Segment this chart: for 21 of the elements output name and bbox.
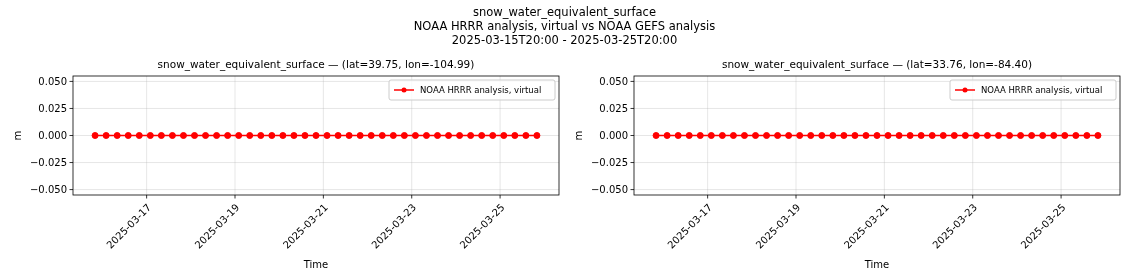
y-tick-label: 0.050 bbox=[599, 75, 628, 87]
y-tick-label: −0.050 bbox=[590, 184, 628, 196]
y-tick-label: 0.000 bbox=[599, 130, 628, 141]
legend-label: NOAA HRRR analysis, virtual bbox=[981, 85, 1103, 95]
y-axis-title: m bbox=[11, 130, 23, 141]
y-tick-label: −0.025 bbox=[29, 157, 67, 169]
y-tick-label: 0.025 bbox=[599, 102, 628, 114]
y-axis-title: m bbox=[572, 130, 584, 141]
x-axis-title: Time bbox=[302, 259, 329, 270]
text: NOAA HRRR analysis, virtual vs NOAA GEFS analysis bbox=[413, 19, 716, 33]
chart-title: snow_water_equivalent_surface — (lat=39.75, lon=-104.99) bbox=[157, 58, 475, 71]
y-tick-label: −0.025 bbox=[590, 157, 628, 169]
y-tick-label: −0.050 bbox=[29, 184, 67, 196]
chart-title: snow_water_equivalent_surface — (lat=33.76, lon=-84.40) bbox=[721, 58, 1033, 71]
x-axis-title: Time bbox=[863, 259, 890, 270]
y-tick-label: 0.025 bbox=[38, 102, 67, 114]
text: snow_water_equivalent_surface bbox=[472, 5, 657, 19]
y-tick-label: 0.000 bbox=[38, 130, 67, 141]
text: 2025-03-15T20:00 - 2025-03-25T20:00 bbox=[451, 33, 678, 47]
y-tick-label: 0.050 bbox=[38, 75, 67, 87]
legend-label: NOAA HRRR analysis, virtual bbox=[420, 85, 542, 95]
